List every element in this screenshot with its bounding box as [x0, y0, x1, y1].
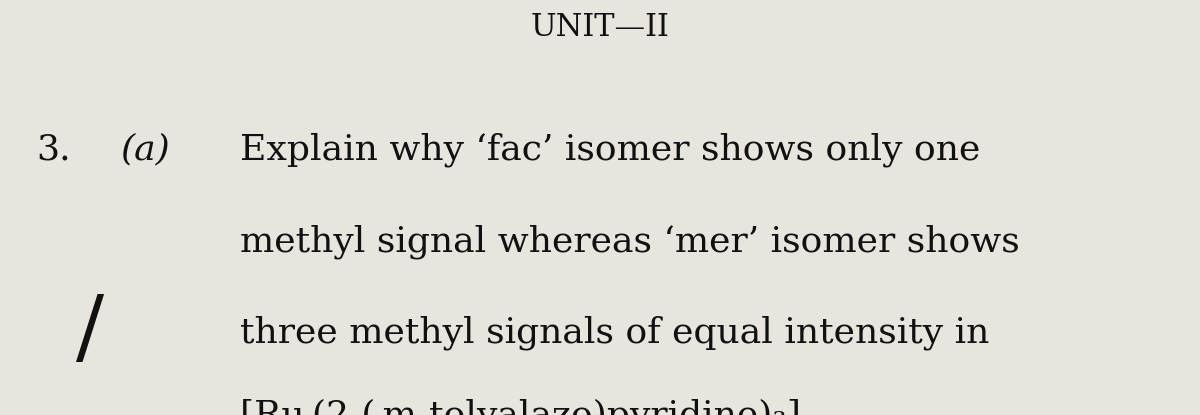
Text: [Ru (2-( m-tolyalazo)pyridine)₃].: [Ru (2-( m-tolyalazo)pyridine)₃].: [240, 398, 812, 415]
Text: (a): (a): [120, 133, 169, 167]
Text: methyl signal whereas ‘mer’ isomer shows: methyl signal whereas ‘mer’ isomer shows: [240, 224, 1020, 259]
Text: 3.: 3.: [36, 133, 71, 167]
Text: Explain why ‘fac’ isomer shows only one: Explain why ‘fac’ isomer shows only one: [240, 133, 980, 167]
Text: three methyl signals of equal intensity in: three methyl signals of equal intensity …: [240, 315, 989, 350]
Text: /: /: [76, 290, 104, 371]
Text: UNIT—II: UNIT—II: [530, 12, 670, 44]
